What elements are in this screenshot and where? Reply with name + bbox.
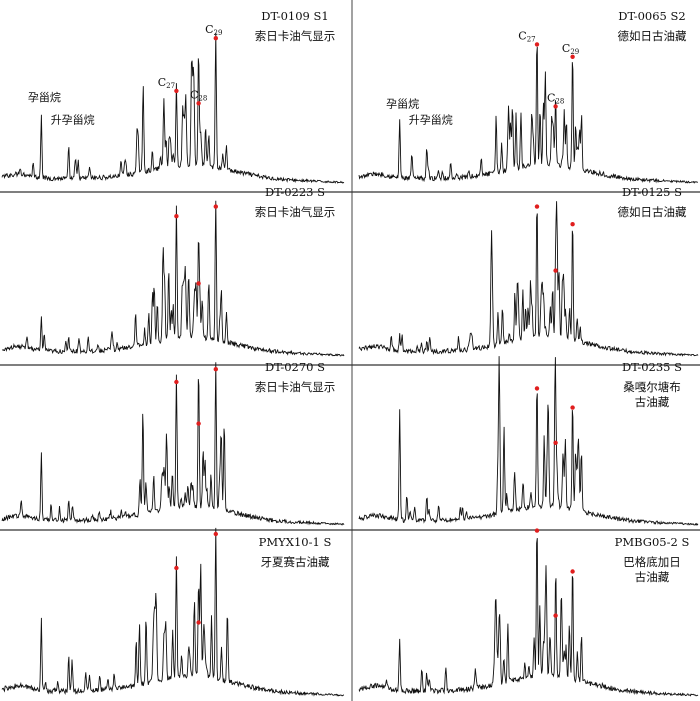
chromatogram-trace bbox=[1, 527, 345, 697]
c27-peak-marker bbox=[174, 565, 179, 571]
c29-peak-marker bbox=[570, 405, 575, 410]
chromatogram-panels: DT-0109 S1索日卡油气显示孕甾烷升孕甾烷C27C28C29DT-0065… bbox=[1, 9, 699, 697]
chromatogram-panel: DT-0223 S 索日卡油气显示 bbox=[1, 185, 345, 357]
chromatogram-trace bbox=[358, 201, 699, 357]
chromatogram-trace bbox=[358, 46, 698, 184]
homopregnane-annotation: 升孕甾烷 bbox=[409, 112, 453, 126]
chromatogram-trace bbox=[1, 200, 345, 357]
c28-peak-marker bbox=[553, 104, 558, 109]
chromatogram-panel: PMYX10-1 S 牙夏赛古油藏 bbox=[1, 527, 345, 697]
c27-peak-marker bbox=[534, 386, 540, 391]
sample-id-label: DT-0223 S bbox=[265, 185, 325, 199]
c27-peak-marker bbox=[534, 42, 540, 47]
chromatogram-trace bbox=[1, 362, 345, 526]
c29-annotation: C29 bbox=[205, 23, 222, 37]
pregnane-annotation: 孕甾烷 bbox=[28, 90, 61, 104]
c27-peak-marker bbox=[534, 528, 540, 533]
chromatogram-trace bbox=[358, 538, 699, 697]
c28-peak-marker bbox=[196, 101, 201, 106]
c29-peak-marker bbox=[570, 222, 575, 227]
c29-peak-marker bbox=[213, 204, 218, 209]
chromatogram-trace bbox=[358, 356, 699, 527]
location-label: 牙夏赛古油藏 bbox=[261, 555, 330, 569]
location-label: 索日卡油气显示 bbox=[255, 205, 336, 219]
location-label: 德如日古油藏 bbox=[618, 205, 687, 219]
homopregnane-annotation: 升孕甾烷 bbox=[51, 112, 95, 126]
c27-peak-marker bbox=[174, 88, 179, 94]
location-label: 巴格底加日 bbox=[623, 555, 681, 569]
sample-id-label: PMBG05-2 S bbox=[615, 535, 690, 549]
chromatogram-panel: DT-0125 S 德如日古油藏 bbox=[358, 185, 699, 357]
sample-id-label: DT-0125 S bbox=[622, 185, 682, 199]
c28-annotation: C28 bbox=[547, 91, 564, 105]
location-label: 索日卡油气显示 bbox=[255, 380, 336, 394]
c27-annotation: C27 bbox=[158, 76, 175, 90]
c29-peak-marker bbox=[213, 36, 218, 41]
location-label: 古油藏 bbox=[635, 570, 670, 584]
c29-peak-marker bbox=[213, 531, 218, 537]
location-label: 古油藏 bbox=[635, 395, 670, 409]
c28-peak-marker bbox=[553, 268, 558, 273]
sample-id-label: DT-0065 S2 bbox=[618, 9, 685, 23]
c28-peak-marker bbox=[196, 620, 201, 625]
c27-annotation: C27 bbox=[518, 29, 535, 43]
chromatogram-trace bbox=[1, 32, 345, 184]
c28-annotation: C28 bbox=[190, 88, 207, 102]
c28-peak-marker bbox=[196, 281, 201, 286]
sample-id-label: PMYX10-1 S bbox=[259, 535, 332, 549]
c29-annotation: C29 bbox=[562, 42, 579, 56]
location-label: 德如日古油藏 bbox=[618, 29, 687, 43]
c27-peak-marker bbox=[534, 204, 540, 209]
pregnane-annotation: 孕甾烷 bbox=[386, 96, 419, 110]
c28-peak-marker bbox=[196, 421, 201, 426]
chromatogram-panel: DT-0270 S 索日卡油气显示 bbox=[1, 360, 345, 526]
sample-id-label: DT-0109 S1 bbox=[261, 9, 328, 23]
sample-id-label: DT-0235 S bbox=[622, 360, 682, 374]
c28-peak-marker bbox=[553, 440, 558, 445]
c28-peak-marker bbox=[553, 613, 558, 618]
c29-peak-marker bbox=[213, 367, 218, 372]
c27-peak-marker bbox=[174, 379, 179, 385]
c29-peak-marker bbox=[570, 569, 575, 574]
c27-peak-marker bbox=[174, 214, 179, 219]
c29-peak-marker bbox=[570, 54, 575, 59]
location-label: 桑嘎尔塘布 bbox=[623, 380, 681, 394]
sample-id-label: DT-0270 S bbox=[265, 360, 325, 374]
location-label: 索日卡油气显示 bbox=[255, 29, 336, 43]
